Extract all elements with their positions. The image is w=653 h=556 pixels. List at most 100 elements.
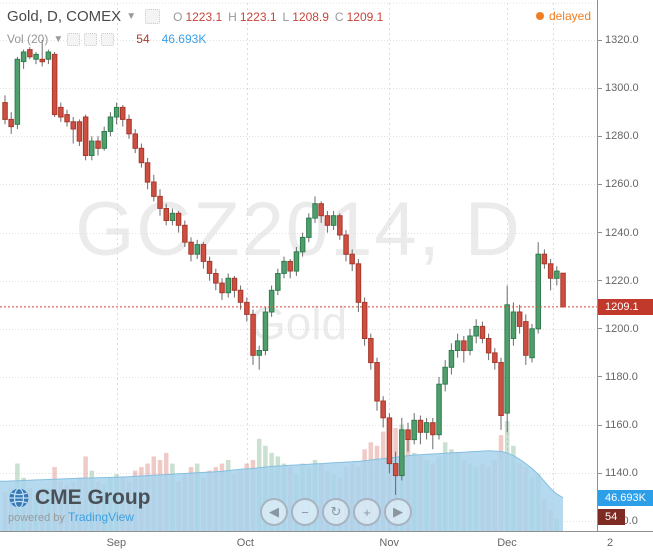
price-axis-tick: [598, 280, 602, 282]
price-axis-tick: [598, 424, 602, 426]
candle-down: [157, 195, 163, 209]
candle-up: [268, 289, 275, 313]
candle-up: [281, 260, 287, 274]
candle-up: [89, 140, 95, 157]
tradingview-link[interactable]: TradingView: [67, 510, 134, 524]
candle-up: [312, 203, 318, 219]
last-price-badge: 1209.1: [598, 298, 653, 315]
candle-down: [70, 121, 76, 130]
volume-ma-value: 46.693K: [161, 32, 207, 46]
volume-badge: 54: [598, 509, 625, 525]
price-axis-tick: [598, 472, 602, 474]
candle-down: [244, 301, 250, 315]
candle-up: [33, 53, 39, 60]
chart-nav-buttons: ◀ − ↻ + ▶: [260, 498, 415, 526]
candle-down: [374, 362, 380, 402]
candle-down: [39, 58, 45, 63]
cme-logo[interactable]: CME Group powered by TradingView: [8, 486, 151, 524]
candle-down: [64, 114, 70, 123]
candle-down: [417, 419, 424, 433]
candle-down: [144, 162, 151, 183]
indicator-placeholder-icon[interactable]: [145, 9, 161, 24]
candle-down: [547, 263, 554, 279]
zoom-out-button[interactable]: −: [291, 498, 319, 526]
candle-down: [492, 352, 498, 363]
candle-down: [27, 49, 33, 58]
price-axis-tick: [598, 135, 602, 137]
candle-down: [206, 260, 213, 274]
time-axis-label: Sep: [106, 537, 127, 549]
time-axis-label: Dec: [497, 537, 517, 549]
candle-down: [479, 325, 486, 339]
price-axis[interactable]: [597, 0, 653, 531]
price-axis-label: 1300.0: [605, 82, 639, 95]
low-value: 1208.9: [292, 9, 329, 24]
candle-down: [126, 118, 132, 135]
candle-down: [324, 215, 331, 226]
candle-down: [120, 106, 126, 120]
study-settings-icon[interactable]: [84, 32, 98, 46]
price-axis-label: 1280.0: [605, 130, 639, 143]
candle-down: [188, 241, 194, 255]
candle-down: [200, 244, 207, 262]
chevron-down-icon[interactable]: ▼: [126, 11, 137, 22]
candle-up: [473, 325, 479, 337]
candle-down: [380, 400, 386, 419]
candle-up: [306, 217, 312, 238]
time-axis-label: Nov: [379, 537, 399, 549]
candle-down: [8, 118, 14, 128]
price-axis-tick: [598, 183, 602, 185]
candle-up: [535, 253, 541, 330]
price-axis-label: 1140.0: [605, 467, 638, 480]
candle-down: [516, 311, 523, 327]
candle-down: [337, 215, 343, 236]
candle-up: [20, 51, 27, 63]
candle-up: [436, 383, 442, 436]
candle-up: [399, 429, 405, 477]
candle-down: [175, 212, 182, 226]
candle-up: [293, 251, 300, 272]
candle-down: [51, 53, 58, 116]
candle-down: [250, 313, 256, 356]
time-axis[interactable]: [0, 531, 653, 556]
price-axis-label: 1320.0: [605, 34, 639, 46]
candle-down: [163, 208, 169, 221]
candle-down: [541, 253, 548, 265]
candle-up: [107, 116, 114, 132]
price-axis-label: 1240.0: [605, 226, 639, 239]
candle-up: [169, 212, 176, 222]
candle-down: [151, 181, 157, 197]
candle-down: [76, 121, 83, 142]
pan-right-button[interactable]: ▶: [384, 498, 412, 526]
volume-study-label[interactable]: Vol (20): [7, 32, 49, 46]
powered-by: powered by TradingView: [8, 510, 134, 524]
price-axis-label: 1160.0: [605, 419, 638, 432]
candle-down: [82, 116, 89, 156]
candle-down: [231, 277, 238, 291]
candle-up: [194, 244, 200, 255]
candle-down: [392, 463, 399, 477]
candle-down: [498, 362, 504, 416]
volume-study-row: Vol (20) ▼ 54 46.693K: [7, 32, 206, 46]
pan-left-button[interactable]: ◀: [260, 498, 288, 526]
candle-down: [523, 321, 529, 356]
reset-zoom-button[interactable]: ↻: [322, 498, 350, 526]
chevron-down-icon[interactable]: ▼: [53, 33, 64, 45]
zoom-in-button[interactable]: +: [353, 498, 381, 526]
candle-up: [454, 340, 461, 351]
delayed-dot-icon: [535, 12, 544, 20]
study-eye-icon[interactable]: [67, 32, 81, 46]
price-axis-tick: [598, 376, 602, 378]
high-value: 1223.1: [239, 9, 277, 24]
candle-up: [529, 328, 535, 359]
price-axis-label: 1200.0: [605, 322, 639, 335]
candle-up: [467, 335, 473, 351]
ohlc-readout: O 1223.1 H 1223.1 L 1208.9 C 1209.1: [173, 9, 384, 24]
candle-down: [461, 340, 467, 351]
price-axis-tick: [598, 328, 602, 330]
study-delete-icon[interactable]: [101, 32, 115, 46]
candle-up: [411, 419, 417, 441]
symbol-title[interactable]: Gold, D, COMEX: [7, 8, 122, 25]
